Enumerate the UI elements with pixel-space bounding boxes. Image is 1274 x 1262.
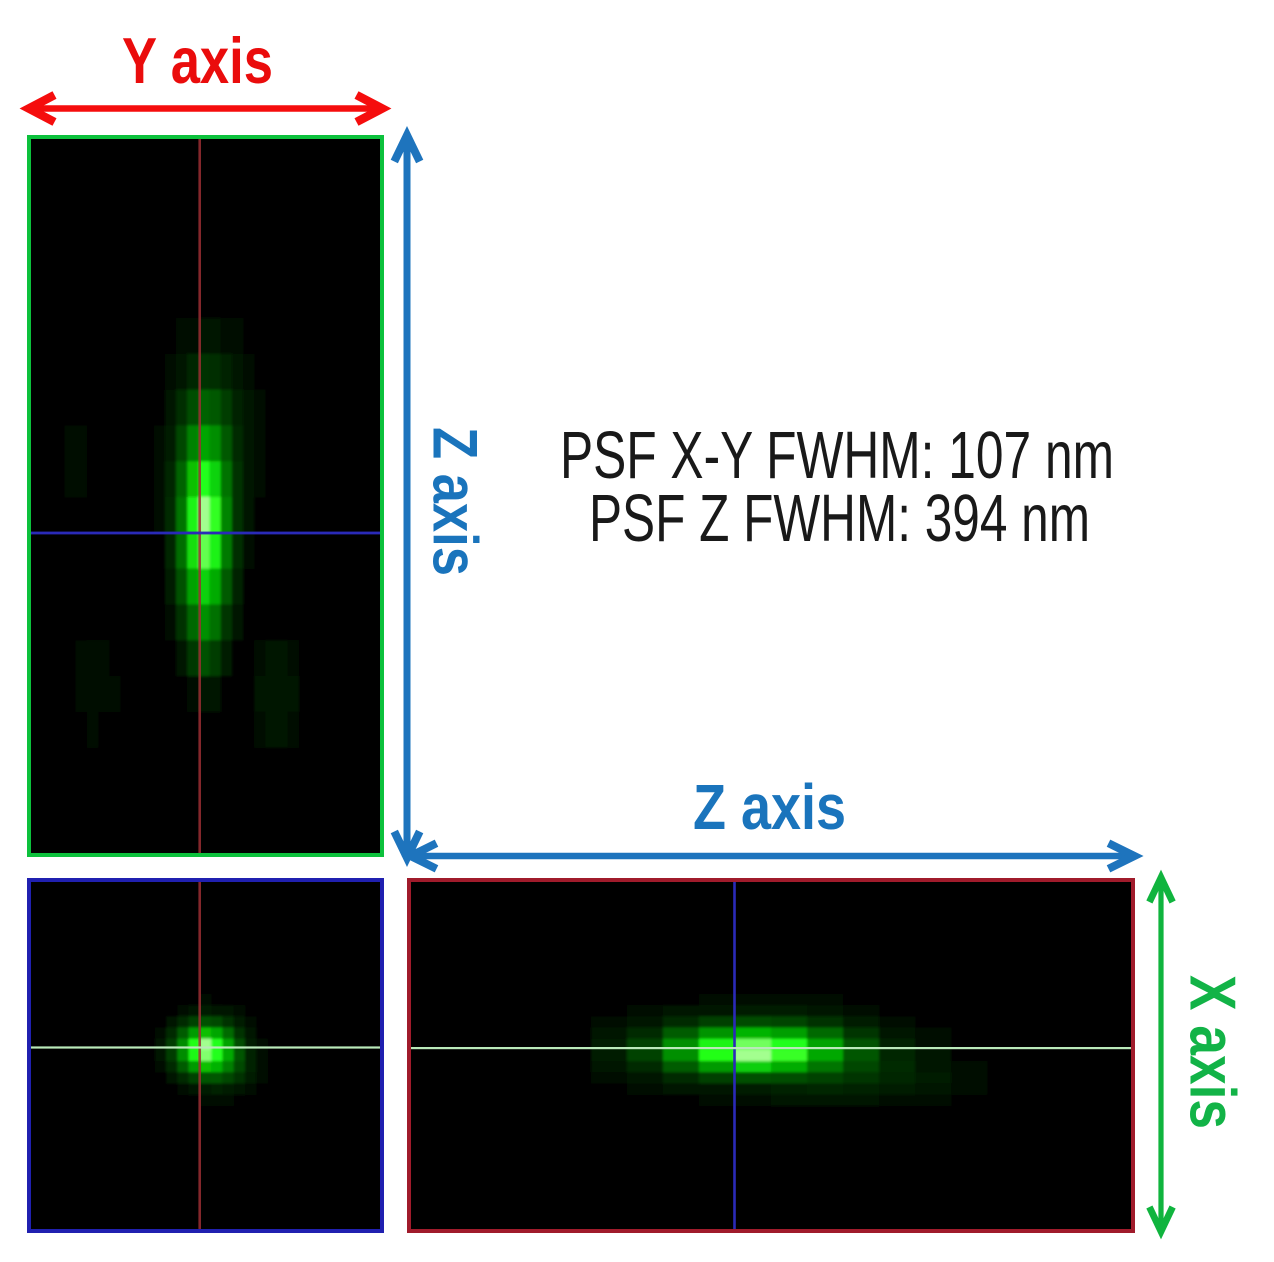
svg-text:X axis: X axis (1177, 975, 1250, 1129)
svg-text:Y axis: Y axis (122, 24, 273, 97)
svg-text:Z axis: Z axis (420, 427, 490, 576)
svg-text:PSF X-Y FWHM: 107 nm: PSF X-Y FWHM: 107 nm (560, 419, 1114, 493)
svg-text:PSF Z FWHM: 394 nm: PSF Z FWHM: 394 nm (589, 482, 1090, 556)
svg-text:Z axis: Z axis (693, 771, 846, 843)
